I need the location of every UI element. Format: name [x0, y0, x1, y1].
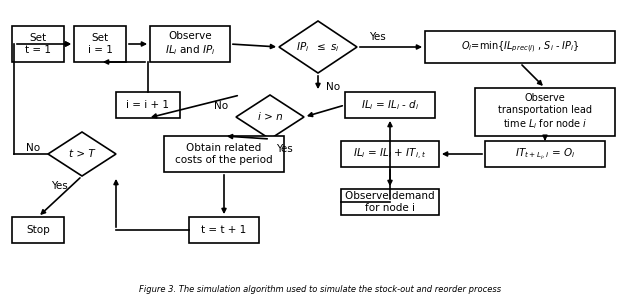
Text: Observe
$IL_i$ and $IP_i$: Observe $IL_i$ and $IP_i$ [164, 31, 215, 57]
Bar [341, 189, 439, 215]
Text: $IL_i$ = $IL_i$ - $d_i$: $IL_i$ = $IL_i$ - $d_i$ [361, 98, 419, 112]
Text: Obtain related
costs of the period: Obtain related costs of the period [175, 143, 273, 165]
Bar [164, 136, 284, 172]
Text: $IT_{t+L_i, i}$ = $O_i$: $IT_{t+L_i, i}$ = $O_i$ [515, 146, 575, 162]
Text: $IL_i$ = $IL_i$ + $IT_{i,t}$: $IL_i$ = $IL_i$ + $IT_{i,t}$ [353, 146, 426, 162]
Text: $IP_i$  $\leq$ $s_i$: $IP_i$ $\leq$ $s_i$ [296, 40, 340, 54]
Polygon shape [48, 132, 116, 176]
Polygon shape [279, 21, 357, 73]
Text: Set
i = 1: Set i = 1 [88, 33, 113, 55]
Bar [485, 141, 605, 167]
Bar [150, 26, 230, 62]
Bar [12, 217, 64, 243]
Bar [475, 88, 615, 136]
Text: No: No [214, 101, 228, 111]
Text: t = t + 1: t = t + 1 [202, 225, 246, 235]
Text: Yes: Yes [369, 32, 385, 42]
Bar [74, 26, 126, 62]
Text: Stop: Stop [26, 225, 50, 235]
Text: i = i + 1: i = i + 1 [127, 100, 170, 110]
Bar [12, 26, 64, 62]
Text: Yes: Yes [51, 181, 67, 191]
Text: $O_i$=min{$IL_{prec(i)}$ , $S_i$ - $IP_i$}: $O_i$=min{$IL_{prec(i)}$ , $S_i$ - $IP_i… [461, 39, 579, 55]
Text: No: No [26, 143, 40, 153]
Text: Figure 3. The simulation algorithm used to simulate the stock-out and reorder pr: Figure 3. The simulation algorithm used … [139, 285, 501, 294]
Text: Observe
transportation lead
time $L_i$ for node $i$: Observe transportation lead time $L_i$ f… [498, 93, 592, 131]
Polygon shape [236, 95, 304, 139]
Bar [345, 92, 435, 118]
Text: i > n: i > n [258, 112, 282, 122]
Text: t > T: t > T [69, 149, 95, 159]
Text: Yes: Yes [276, 144, 292, 154]
Bar [425, 31, 615, 63]
Text: No: No [326, 82, 340, 92]
Text: Set
t = 1: Set t = 1 [25, 33, 51, 55]
Bar [116, 92, 180, 118]
Text: Observe demand
for node i: Observe demand for node i [345, 191, 435, 213]
Bar [341, 141, 439, 167]
Bar [189, 217, 259, 243]
